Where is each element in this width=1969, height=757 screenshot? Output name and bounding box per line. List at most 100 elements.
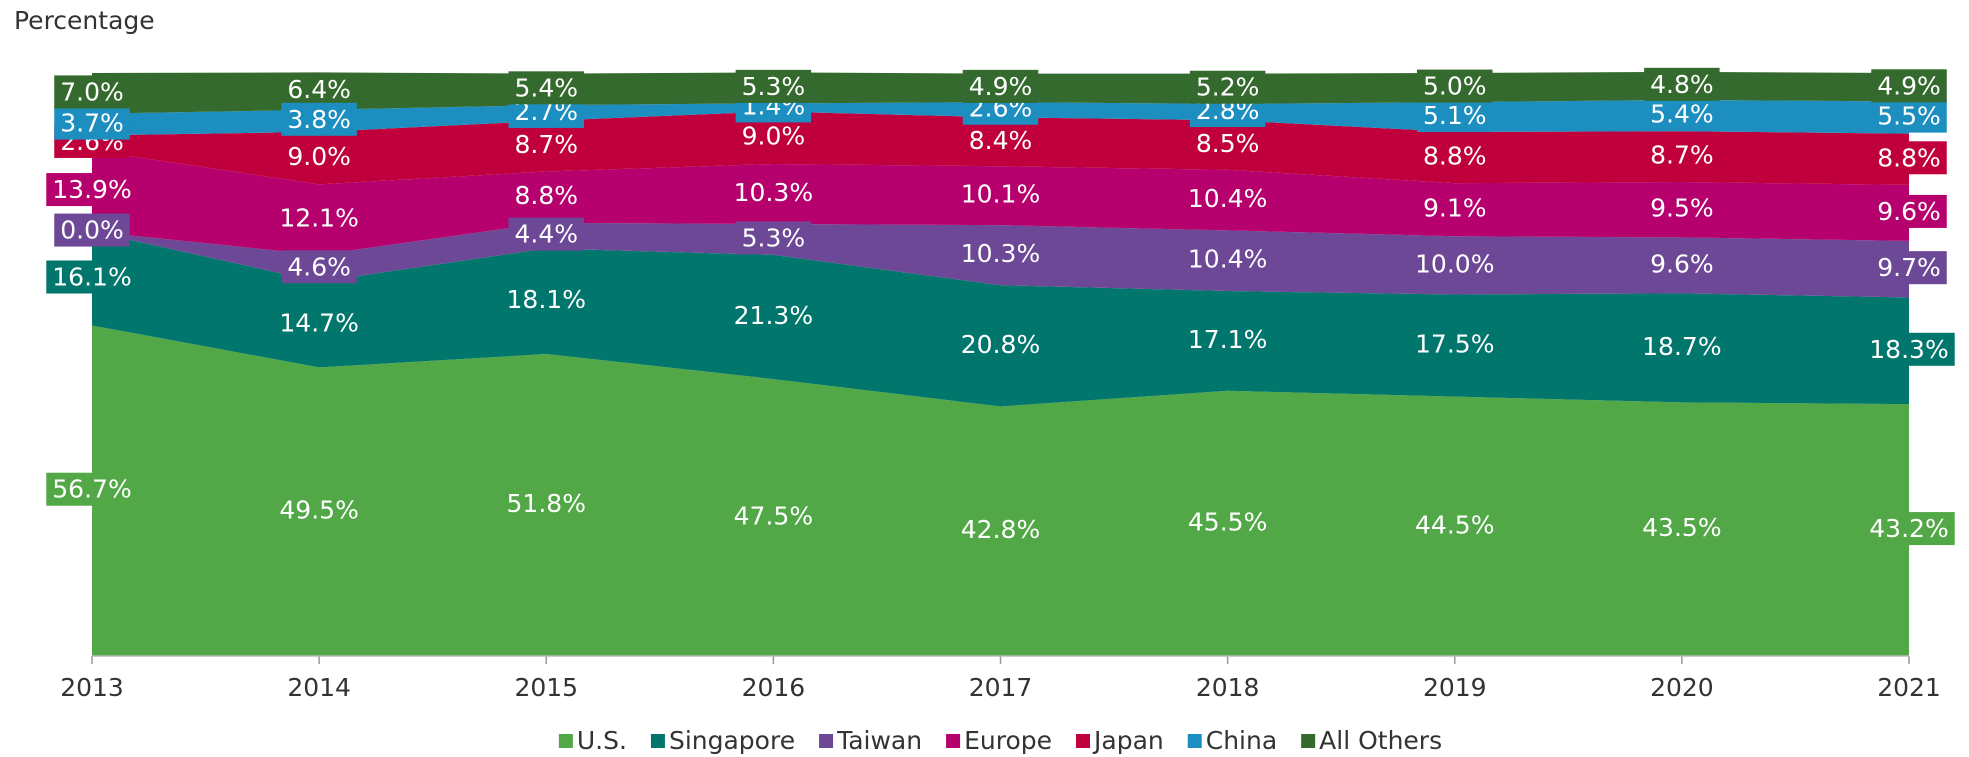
data-label: 4.9% [969, 72, 1033, 101]
legend-swatch [1187, 734, 1202, 748]
label-box [54, 106, 130, 140]
data-label: 8.4% [969, 126, 1033, 155]
label-box [46, 173, 138, 207]
data-label: 10.3% [961, 239, 1040, 268]
data-label: 42.8% [961, 515, 1040, 544]
legend-item: Europe [946, 726, 1052, 755]
legend-label: China [1206, 726, 1277, 755]
data-label: 10.4% [1188, 184, 1267, 213]
label-box [281, 102, 357, 136]
data-label: 4.8% [1650, 70, 1714, 99]
data-label: 17.1% [1188, 325, 1267, 354]
data-label: 5.4% [514, 73, 578, 102]
label-box [1871, 69, 1947, 103]
label-box [1416, 69, 1493, 103]
data-label: 56.7% [52, 475, 131, 504]
data-label: 5.3% [742, 223, 806, 252]
legend-swatch [650, 734, 665, 748]
data-label: 13.9% [52, 175, 131, 204]
label-box [1871, 99, 1947, 133]
legend-item: Singapore [650, 726, 795, 755]
label-box [46, 260, 138, 294]
legend-swatch [819, 734, 834, 748]
data-label: 44.5% [1415, 510, 1494, 539]
data-label: 18.7% [1642, 332, 1721, 361]
x-tick-label: 2017 [969, 673, 1033, 702]
legend-label: All Others [1319, 726, 1442, 755]
data-label: 9.5% [1650, 194, 1714, 223]
data-label: 4.6% [287, 252, 351, 281]
data-label: 20.8% [961, 330, 1040, 359]
data-label: 8.8% [1877, 143, 1941, 172]
data-label: 10.3% [734, 178, 813, 207]
data-label: 7.0% [60, 77, 124, 106]
data-label: 51.8% [507, 489, 586, 518]
label-box [1644, 97, 1720, 131]
data-label: 18.3% [1869, 335, 1948, 364]
x-tick-label: 2020 [1650, 673, 1714, 702]
label-box [281, 250, 357, 284]
legend-swatch [946, 734, 961, 748]
data-label: 5.3% [742, 72, 806, 101]
data-label: 9.6% [1650, 249, 1714, 278]
label-box [1189, 70, 1266, 104]
label-box [508, 71, 585, 105]
legend-item: All Others [1301, 726, 1442, 755]
legend-item: China [1187, 726, 1277, 755]
data-label: 8.8% [514, 181, 578, 210]
data-label: 17.5% [1415, 330, 1494, 359]
x-tick-label: 2019 [1423, 673, 1487, 702]
data-label: 18.1% [507, 285, 586, 314]
data-label: 8.7% [514, 130, 578, 159]
label-box [508, 217, 585, 251]
data-label: 16.1% [52, 263, 131, 292]
data-label: 9.1% [1423, 194, 1487, 223]
data-label: 8.7% [1650, 141, 1714, 170]
data-label: 9.0% [742, 122, 806, 151]
data-label: 10.1% [961, 180, 1040, 209]
data-label: 9.7% [1877, 253, 1941, 282]
legend-label: Japan [1092, 726, 1164, 755]
data-label: 45.5% [1188, 507, 1267, 536]
x-tick-label: 2013 [60, 673, 124, 702]
data-label: 47.5% [734, 502, 813, 531]
legend-item: Japan [1076, 726, 1164, 755]
y-axis-label: Percentage [14, 6, 155, 35]
label-box [1644, 67, 1720, 101]
label-box [46, 472, 138, 506]
data-label: 12.1% [279, 204, 358, 233]
label-box [1871, 194, 1947, 228]
label-box [1416, 99, 1493, 133]
label-box [735, 69, 812, 103]
legend-swatch [1076, 734, 1091, 748]
legend-label: Taiwan [836, 726, 922, 755]
data-label: 0.0% [60, 216, 124, 245]
label-box [735, 221, 812, 255]
data-label: 4.4% [514, 220, 578, 249]
legend-label: Singapore [669, 726, 795, 755]
legend-item: Taiwan [819, 726, 922, 755]
x-tick-label: 2014 [287, 673, 351, 702]
data-label: 43.2% [1869, 514, 1948, 543]
x-tick-label: 2015 [514, 673, 578, 702]
data-label: 10.4% [1188, 245, 1267, 274]
legend-label: U.S. [577, 726, 627, 755]
data-label: 3.7% [60, 109, 124, 138]
data-label: 21.3% [734, 301, 813, 330]
data-label: 8.8% [1423, 142, 1487, 171]
data-label: 5.1% [1423, 101, 1487, 130]
data-label: 49.5% [279, 496, 358, 525]
data-label: 5.2% [1196, 73, 1260, 102]
label-box [1871, 141, 1947, 175]
label-box [1863, 512, 1955, 546]
data-label: 14.7% [279, 309, 358, 338]
area [92, 111, 1909, 185]
data-label: 8.5% [1196, 129, 1260, 158]
legend-swatch [1301, 734, 1316, 748]
label-box [1863, 332, 1955, 366]
label-box [54, 75, 130, 109]
data-label: 9.0% [287, 142, 351, 171]
legend-item: U.S. [558, 726, 627, 755]
